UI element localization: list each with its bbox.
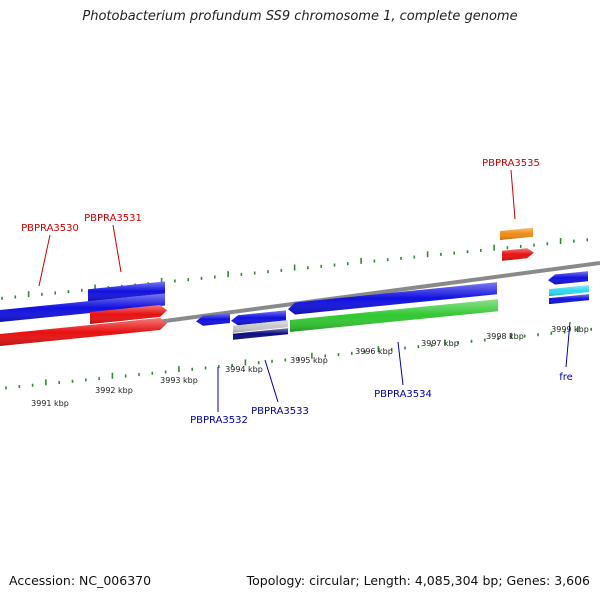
kbp-label: 3993 kbp — [160, 376, 198, 385]
kbp-label: 3999 kbp — [551, 325, 589, 334]
gene-feature-shading — [90, 305, 167, 324]
gene-feature-shading — [88, 281, 165, 302]
leader-line — [112, 224, 122, 273]
gene-label-pbpra3534[interactable]: PBPRA3534 — [374, 389, 432, 400]
gene-feature-shading — [231, 310, 286, 326]
gene-label-fre[interactable]: fre — [559, 372, 573, 383]
gene-feature-shading — [288, 282, 497, 315]
gene-label-pbpra3530[interactable]: PBPRA3530 — [21, 223, 79, 234]
kbp-label: 3991 kbp — [31, 399, 69, 408]
kbp-scale-labels: 3991 kbp 3992 kbp 3993 kbp 3994 kbp 3995 kbp… — [31, 325, 589, 408]
inner-tick-marks — [5, 326, 593, 390]
gene-name-labels: PBPRA3530PBPRA3531PBPRA3535PBPRA3532PBPR… — [21, 158, 573, 426]
kbp-label: 3994 kbp — [225, 365, 263, 374]
leader-line — [565, 321, 571, 368]
label-leader-lines — [38, 169, 571, 412]
kbp-label: 3997 kbp — [421, 339, 459, 348]
kbp-label: 3995 kbp — [290, 356, 328, 365]
gene-feature-shading — [233, 320, 288, 333]
gene-feature-shading — [233, 328, 288, 340]
kbp-label: 3996 kbp — [355, 347, 393, 356]
gene-label-pbpra3533[interactable]: PBPRA3533 — [251, 406, 309, 417]
gene-feature-shading — [549, 285, 589, 297]
kbp-label: 3998 kbp — [486, 332, 524, 341]
gene-feature-shading — [500, 227, 533, 240]
gene-feature-shading — [290, 299, 498, 332]
gene-feature-shading — [548, 271, 588, 285]
leader-line — [264, 359, 279, 403]
gene-label-pbpra3535[interactable]: PBPRA3535 — [482, 158, 540, 169]
leader-line — [397, 341, 404, 386]
gene-feature-shading — [0, 293, 165, 322]
gene-feature-shading — [196, 313, 230, 326]
gene-feature-shading — [502, 248, 534, 261]
accession-text: Accession: NC_006370 — [9, 573, 152, 588]
map-title: Photobacterium profundum SS9 chromosome … — [82, 9, 518, 24]
gene-label-pbpra3531[interactable]: PBPRA3531 — [84, 213, 142, 224]
genome-stats-text: Topology: circular; Length: 4,085,304 bp… — [246, 573, 590, 588]
leader-line — [510, 169, 516, 220]
gene-feature-shading — [0, 318, 167, 346]
kbp-label: 3992 kbp — [95, 386, 133, 395]
gene-label-pbpra3532[interactable]: PBPRA3532 — [190, 415, 248, 426]
leader-line — [38, 234, 51, 287]
gene-feature-shading — [549, 294, 589, 305]
gene-features — [0, 227, 589, 346]
